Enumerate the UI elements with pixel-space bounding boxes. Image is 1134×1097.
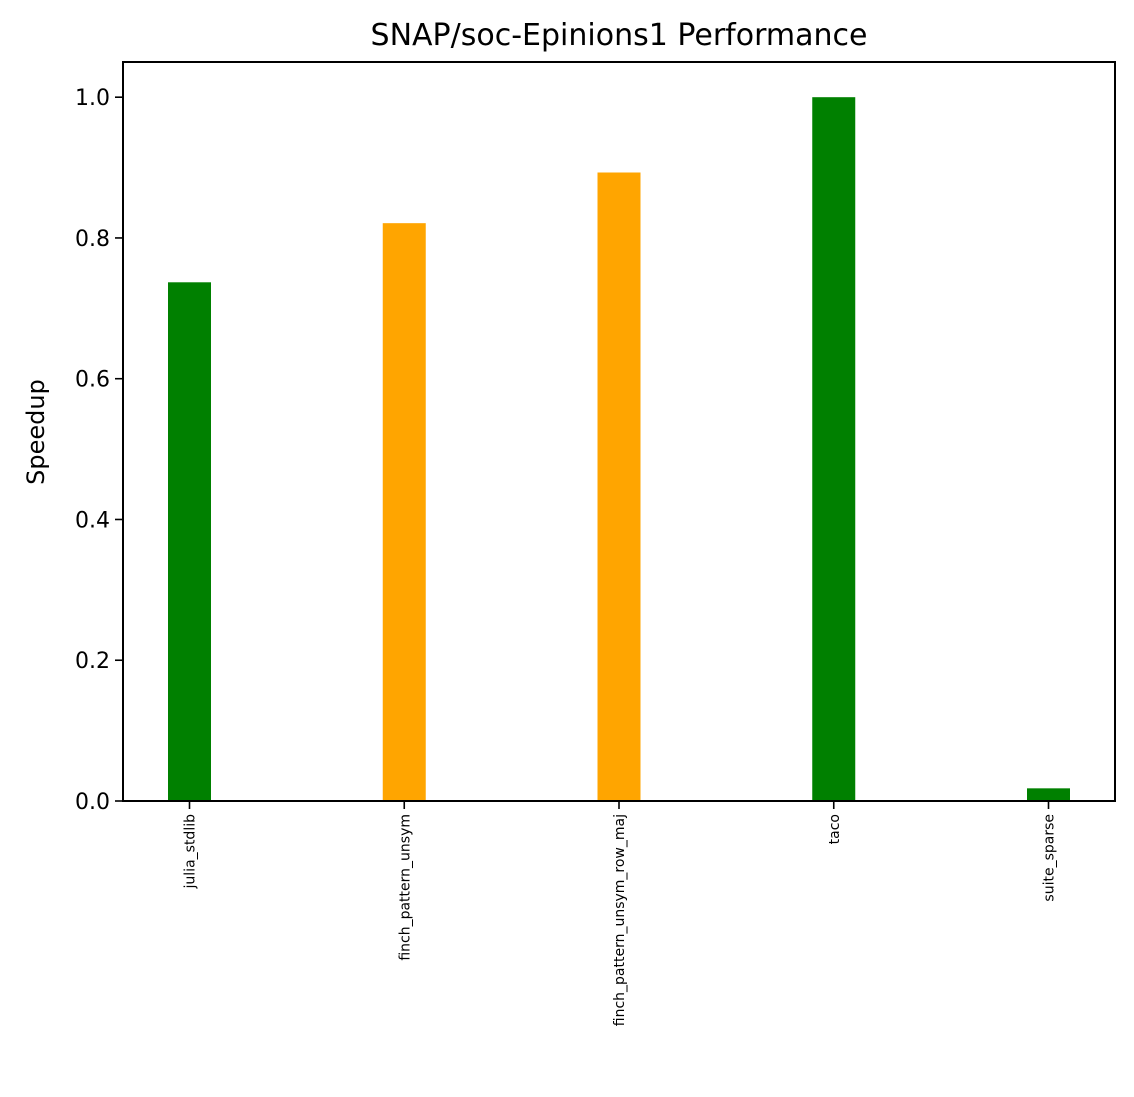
x-axis: julia_stdlib finch_pattern_unsym finch_pat… (183, 801, 1058, 1026)
plot-area-frame (122, 61, 1116, 802)
bars-group (168, 97, 1070, 802)
y-tick-label: 0.8 (75, 227, 110, 252)
x-tick-label: julia_stdlib (183, 814, 199, 890)
bar-finch_pattern_unsym (382, 223, 426, 802)
y-tick-label: 0.0 (75, 790, 110, 815)
bar-julia_stdlib (168, 282, 211, 802)
x-tick-label: suite_sparse (1042, 814, 1058, 902)
y-tick-label: 0.2 (75, 649, 110, 674)
bar-taco (812, 97, 856, 801)
x-tick-label: taco (827, 814, 843, 844)
chart-title: SNAP/soc-Epinions1 Performance (371, 18, 868, 53)
x-tick-label: finch_pattern_unsym_row_maj (612, 814, 628, 1026)
bar-suite_sparse (1027, 788, 1070, 801)
y-tick-label: 0.6 (75, 368, 110, 393)
y-axis-label: Speedup (22, 379, 50, 485)
y-tick-label: 0.4 (75, 508, 110, 533)
bar-finch_pattern_unsym_row_maj (597, 172, 641, 801)
x-tick-label: finch_pattern_unsym (397, 814, 413, 961)
y-tick-label: 1.0 (75, 86, 110, 111)
y-axis: 0.0 0.2 0.4 0.6 0.8 1.0 (75, 86, 123, 815)
